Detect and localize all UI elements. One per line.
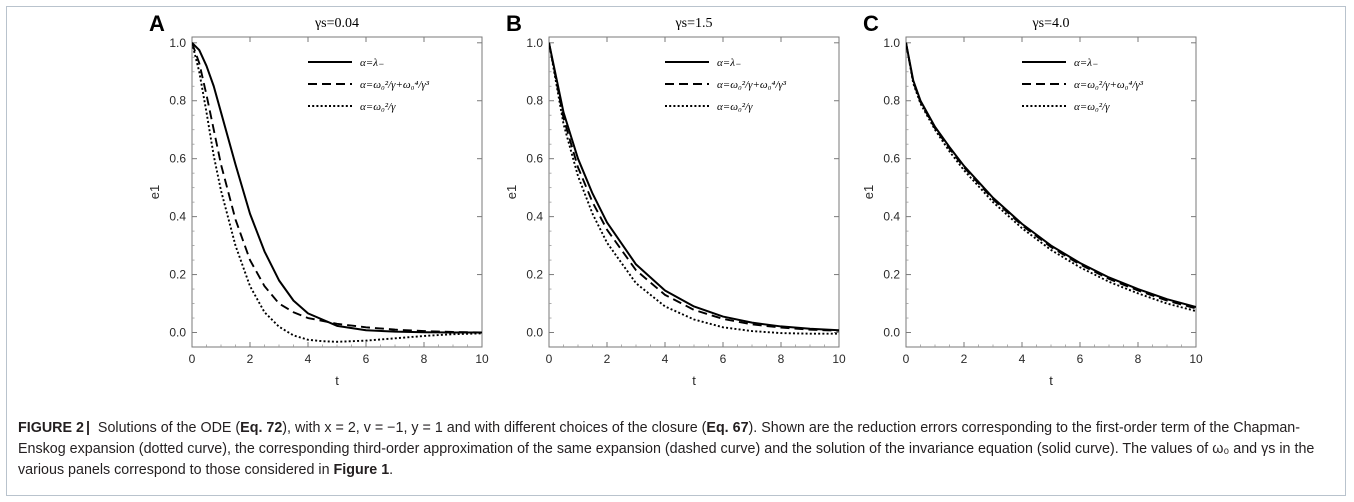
x-tick-label: 0	[546, 352, 553, 366]
y-tick-label: 0.8	[883, 94, 900, 108]
x-tick-label: 0	[903, 352, 910, 366]
legend-entry: α=ω₀²/γ	[360, 101, 396, 113]
x-axis-label: t	[335, 373, 339, 388]
y-tick-label: 0.6	[169, 152, 186, 166]
caption-text: Solutions of the ODE (	[93, 420, 241, 436]
figure-frame	[6, 6, 1346, 496]
figure-caption: FIGURE 2 | Solutions of the ODE (Eq. 72),…	[18, 418, 1340, 481]
y-tick-label: 0.2	[526, 268, 543, 282]
y-tick-label: 0.2	[169, 268, 186, 282]
x-tick-label: 2	[247, 352, 254, 366]
legend-entry: α=λ₋	[1074, 57, 1098, 69]
x-tick-label: 8	[778, 352, 785, 366]
x-tick-label: 6	[363, 352, 370, 366]
y-tick-label: 0.0	[169, 326, 186, 340]
x-tick-label: 10	[1189, 352, 1203, 366]
y-tick-label: 0.0	[526, 326, 543, 340]
x-tick-label: 2	[961, 352, 968, 366]
x-tick-label: 10	[832, 352, 846, 366]
x-tick-label: 4	[305, 352, 312, 366]
panel-letter: B	[506, 11, 522, 36]
y-tick-label: 0.6	[526, 152, 543, 166]
series-line-solid	[192, 42, 482, 334]
x-tick-label: 6	[720, 352, 727, 366]
caption-figure-label: FIGURE 2	[18, 420, 84, 436]
x-tick-label: 4	[662, 352, 669, 366]
series-line-dotted	[192, 42, 482, 343]
x-tick-label: 10	[475, 352, 489, 366]
x-tick-label: 2	[604, 352, 611, 366]
series-line-dashed	[549, 42, 839, 332]
y-axis-label: e1	[504, 185, 519, 199]
caption-reference: Eq. 67	[706, 420, 749, 436]
legend-entry: α=ω₀²/γ+ω₀⁴/γ³	[717, 79, 787, 91]
y-tick-label: 0.8	[169, 94, 186, 108]
legend-entry: α=ω₀²/γ	[717, 101, 753, 113]
panel-title: γs=4.0	[1031, 16, 1069, 31]
y-tick-label: 0.6	[883, 152, 900, 166]
x-axis-label: t	[692, 373, 696, 388]
panel-letter: C	[863, 11, 879, 36]
x-axis-label: t	[1049, 373, 1053, 388]
x-tick-label: 6	[1077, 352, 1084, 366]
series-line-solid	[549, 42, 839, 332]
y-axis-label: e1	[147, 185, 162, 199]
panel-letter: A	[149, 11, 165, 36]
legend-entry: α=λ₋	[717, 57, 741, 69]
caption-text: ), with x = 2, v = −1, y = 1 and with di…	[282, 420, 707, 436]
panel-title: γs=0.04	[314, 16, 359, 31]
y-tick-label: 0.4	[883, 210, 900, 224]
series-line-dotted	[906, 42, 1196, 312]
y-axis-label: e1	[861, 185, 876, 199]
series-line-dotted	[549, 42, 839, 335]
caption-text: .	[389, 462, 394, 478]
y-tick-label: 0.2	[883, 268, 900, 282]
legend-entry: α=ω₀²/γ+ω₀⁴/γ³	[1074, 79, 1144, 91]
y-tick-label: 0.4	[169, 210, 186, 224]
x-tick-label: 8	[421, 352, 428, 366]
y-tick-label: 0.8	[526, 94, 543, 108]
legend-entry: α=ω₀²/γ	[1074, 101, 1110, 113]
legend-entry: α=ω₀²/γ+ω₀⁴/γ³	[360, 79, 430, 91]
caption-text: ). Shown are the reduction errors corres…	[18, 420, 1315, 478]
series-line-solid	[906, 42, 1196, 308]
y-tick-label: 0.0	[883, 326, 900, 340]
series-line-dashed	[192, 42, 482, 334]
caption-body: Solutions of the ODE (Eq. 72), with x = …	[18, 420, 1314, 478]
y-tick-label: 1.0	[169, 36, 186, 50]
x-tick-label: 8	[1135, 352, 1142, 366]
y-tick-label: 1.0	[883, 36, 900, 50]
caption-reference: Eq. 72	[240, 420, 283, 436]
y-tick-label: 0.4	[526, 210, 543, 224]
legend-entry: α=λ₋	[360, 57, 384, 69]
caption-reference: Figure 1	[333, 462, 390, 478]
caption-separator: |	[85, 420, 90, 436]
x-tick-label: 0	[189, 352, 196, 366]
panel-title: γs=1.5	[674, 16, 712, 31]
series-line-dashed	[906, 42, 1196, 310]
y-tick-label: 1.0	[526, 36, 543, 50]
x-tick-label: 4	[1019, 352, 1026, 366]
